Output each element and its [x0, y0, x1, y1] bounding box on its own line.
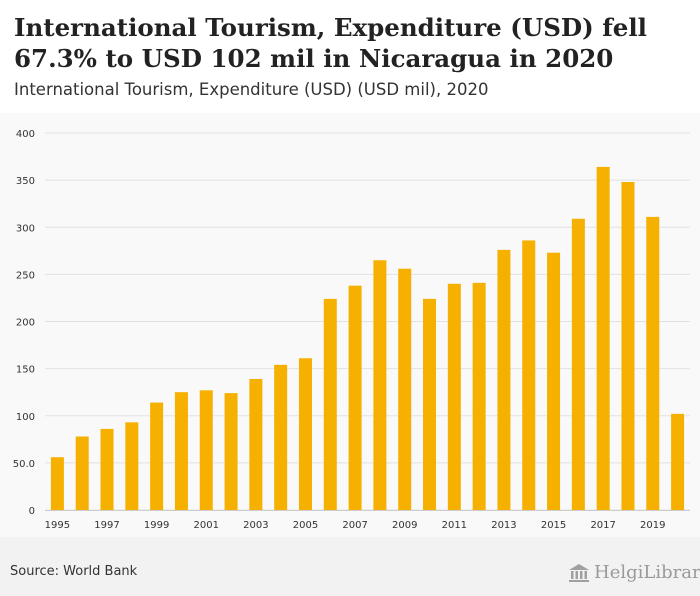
bar-2015	[547, 252, 561, 510]
source-note: Source: World Bank	[10, 564, 138, 579]
bar-1995	[50, 457, 64, 510]
x-tick-label: 2003	[243, 520, 268, 531]
bar-2000	[174, 392, 188, 510]
bar-2001	[199, 390, 213, 510]
bar-2016	[571, 218, 585, 510]
y-tick-label: 50.0	[13, 459, 35, 470]
bar-2017	[596, 166, 610, 510]
y-tick-label: 250	[16, 270, 35, 281]
y-tick-label: 350	[16, 176, 35, 187]
bar-2003	[249, 378, 263, 510]
x-tick-label: 2011	[442, 520, 467, 531]
x-tick-label: 2015	[541, 520, 566, 531]
x-tick-label: 2005	[293, 520, 318, 531]
y-tick-label: 400	[16, 129, 35, 140]
x-tick-label: 1997	[94, 520, 119, 531]
bar-1999	[150, 402, 164, 510]
logo-text: HelgiLibrary	[594, 562, 700, 583]
bar-2008	[373, 260, 387, 510]
bar-2005	[298, 358, 312, 510]
bar-2009	[398, 268, 412, 510]
bar-chart: 0 50.0 100 150 200 250 300 350 400 1995 1997 1999 20…	[13, 129, 690, 531]
bar-2002	[224, 393, 238, 510]
chart-header: International Tourism, Expenditure (USD)…	[0, 0, 700, 113]
y-tick-label: 300	[16, 223, 35, 234]
bar-2004	[274, 364, 288, 510]
x-tick-label: 2007	[342, 520, 367, 531]
bar-2013	[497, 249, 511, 510]
bar-2019	[646, 216, 660, 510]
bar-1998	[125, 422, 139, 510]
bar-1996	[75, 436, 89, 510]
x-tick-label: 2019	[640, 520, 665, 531]
x-tick-label: 2001	[194, 520, 219, 531]
chart-subtitle: International Tourism, Expenditure (USD)…	[14, 80, 489, 99]
x-tick-label: 2013	[491, 520, 516, 531]
chart-panel: 0 50.0 100 150 200 250 300 350 400 1995 1997 1999 20…	[0, 113, 700, 537]
bar-2007	[348, 285, 362, 510]
x-tick-label: 1995	[45, 520, 70, 531]
y-tick-label: 100	[16, 412, 35, 423]
x-tick-label: 2009	[392, 520, 417, 531]
bar-2006	[323, 298, 337, 510]
x-tick-label: 1999	[144, 520, 169, 531]
y-tick-label: 0	[29, 506, 35, 517]
bar-2012	[472, 282, 486, 510]
bar-2014	[522, 240, 536, 510]
chart-title: International Tourism, Expenditure (USD)…	[14, 13, 647, 73]
y-tick-label: 150	[16, 365, 35, 376]
helgi-library-logo: HelgiLibrary	[568, 562, 700, 583]
bar-2010	[423, 298, 437, 510]
y-tick-label: 200	[16, 318, 35, 329]
bar-2011	[447, 283, 461, 510]
bar-1997	[100, 428, 114, 510]
library-building-icon	[569, 563, 589, 582]
bar-2020	[671, 413, 685, 510]
bar-2018	[621, 182, 635, 510]
x-tick-label: 2017	[590, 520, 615, 531]
